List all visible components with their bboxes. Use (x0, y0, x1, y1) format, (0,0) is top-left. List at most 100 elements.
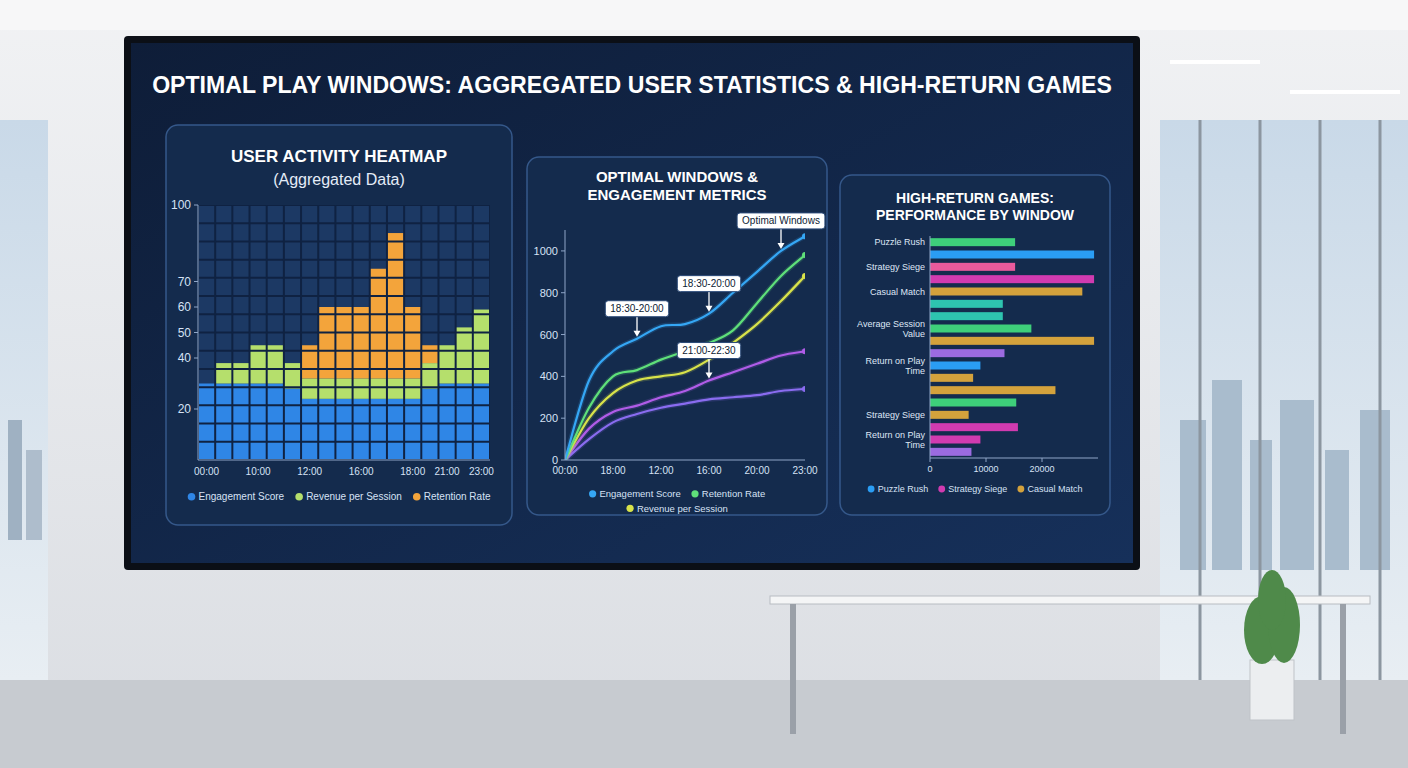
y-tick (194, 307, 198, 308)
panel (527, 157, 827, 515)
y-tick (561, 250, 565, 251)
window (0, 120, 48, 680)
line-series (565, 389, 805, 460)
ceiling (0, 0, 1408, 30)
annotation-arrowhead (706, 373, 713, 379)
legend-marker (413, 493, 421, 501)
heat-cell (335, 399, 352, 460)
heat-cell (267, 384, 284, 461)
cell-divider (198, 259, 490, 261)
text-line: Return on Play (865, 356, 925, 366)
ceiling-light (1290, 90, 1400, 94)
cell-divider (266, 205, 268, 460)
x-tick (930, 458, 931, 462)
cell-divider (198, 441, 490, 443)
text-line: ENGAGEMENT METRICS (587, 186, 766, 203)
building (8, 420, 22, 540)
heat-cell (456, 327, 473, 383)
y-tick-label: 50 (178, 326, 192, 340)
bar (930, 374, 973, 382)
heat-cell (335, 378, 352, 398)
table-leg (790, 604, 796, 734)
text-line: Average Session (857, 319, 925, 329)
line-end-dot (802, 386, 805, 392)
building (26, 450, 42, 540)
cell-divider (198, 277, 490, 279)
cell-divider (249, 205, 251, 460)
bar (930, 312, 1003, 320)
y-tick-label: 100 (171, 198, 191, 212)
y-tick-label: 20 (178, 402, 192, 416)
heat-cell (353, 307, 370, 378)
heat-cell (215, 363, 232, 383)
bar (930, 325, 1031, 333)
cell-divider (198, 222, 490, 224)
heat-cell (473, 384, 490, 461)
cell-divider (489, 205, 490, 460)
x-tick-label: 20000 (1029, 464, 1054, 474)
y-tick-label: 600 (540, 329, 558, 341)
chart-title: OPTIMAL WINDOWS &ENGAGEMENT METRICS (587, 168, 766, 203)
x-tick (986, 458, 987, 462)
x-tick-label: 0 (927, 464, 932, 474)
y-tick-label: Puzzle Rush (874, 237, 925, 247)
plot-background (198, 205, 490, 460)
plot-area (198, 205, 490, 460)
heat-cell (215, 384, 232, 461)
heat-cell (250, 384, 267, 461)
y-tick-label: Return on PlayTime (865, 356, 925, 376)
cell-divider (198, 205, 199, 460)
wall (0, 0, 1408, 768)
annotation: 18:30-20:00 (605, 301, 668, 337)
legend-label: Revenue per Session (637, 503, 728, 514)
heat-cell (456, 384, 473, 461)
heat-cell (318, 307, 335, 378)
legend-marker (589, 490, 596, 497)
annotation-box (677, 343, 740, 359)
cell-divider (283, 205, 285, 460)
legend-marker (1017, 486, 1024, 493)
cell-divider (231, 205, 233, 460)
panel (840, 175, 1110, 515)
heat-cell (387, 399, 404, 460)
y-tick-label: 70 (178, 275, 192, 289)
chart-subtitle: (Aggregated Data) (273, 171, 405, 188)
legend-marker (938, 486, 945, 493)
heat-cell (353, 378, 370, 398)
line-glow (565, 255, 805, 460)
heat-cell (421, 345, 438, 363)
text-line: HIGH-RETURN GAMES: (896, 190, 1054, 206)
annotation-arrowhead (706, 306, 713, 312)
x-axis (198, 460, 490, 461)
heat-cell (456, 327, 473, 328)
heat-cell (473, 309, 490, 310)
heat-cell (370, 269, 387, 379)
legend-label: Retention Rate (424, 491, 491, 502)
y-tick (194, 358, 198, 359)
cell-divider (420, 205, 422, 460)
annotation-box (737, 213, 825, 229)
line-glow (565, 389, 805, 460)
y-tick-label: 200 (540, 412, 558, 424)
bar (930, 263, 1015, 271)
text-line: USER ACTIVITY HEATMAP (231, 147, 447, 166)
y-tick-label: 40 (178, 351, 192, 365)
cell-divider (198, 368, 490, 370)
x-tick-label: 00:00 (194, 466, 219, 477)
heat-cell (267, 345, 284, 346)
y-tick (561, 460, 565, 461)
heat-cell (232, 363, 249, 364)
plot-area (565, 233, 805, 460)
heat-cell (284, 363, 301, 389)
y-tick (561, 376, 565, 377)
heat-cell (318, 399, 335, 460)
text-line: Strategy Siege (866, 410, 925, 420)
plant-leaf (1258, 570, 1286, 630)
legend-label: Engagement Score (199, 491, 285, 502)
bar (930, 423, 1018, 431)
cell-divider (198, 313, 490, 315)
y-tick (194, 281, 198, 282)
cell-divider (403, 205, 405, 460)
y-tick (561, 292, 565, 293)
building (1325, 450, 1349, 570)
